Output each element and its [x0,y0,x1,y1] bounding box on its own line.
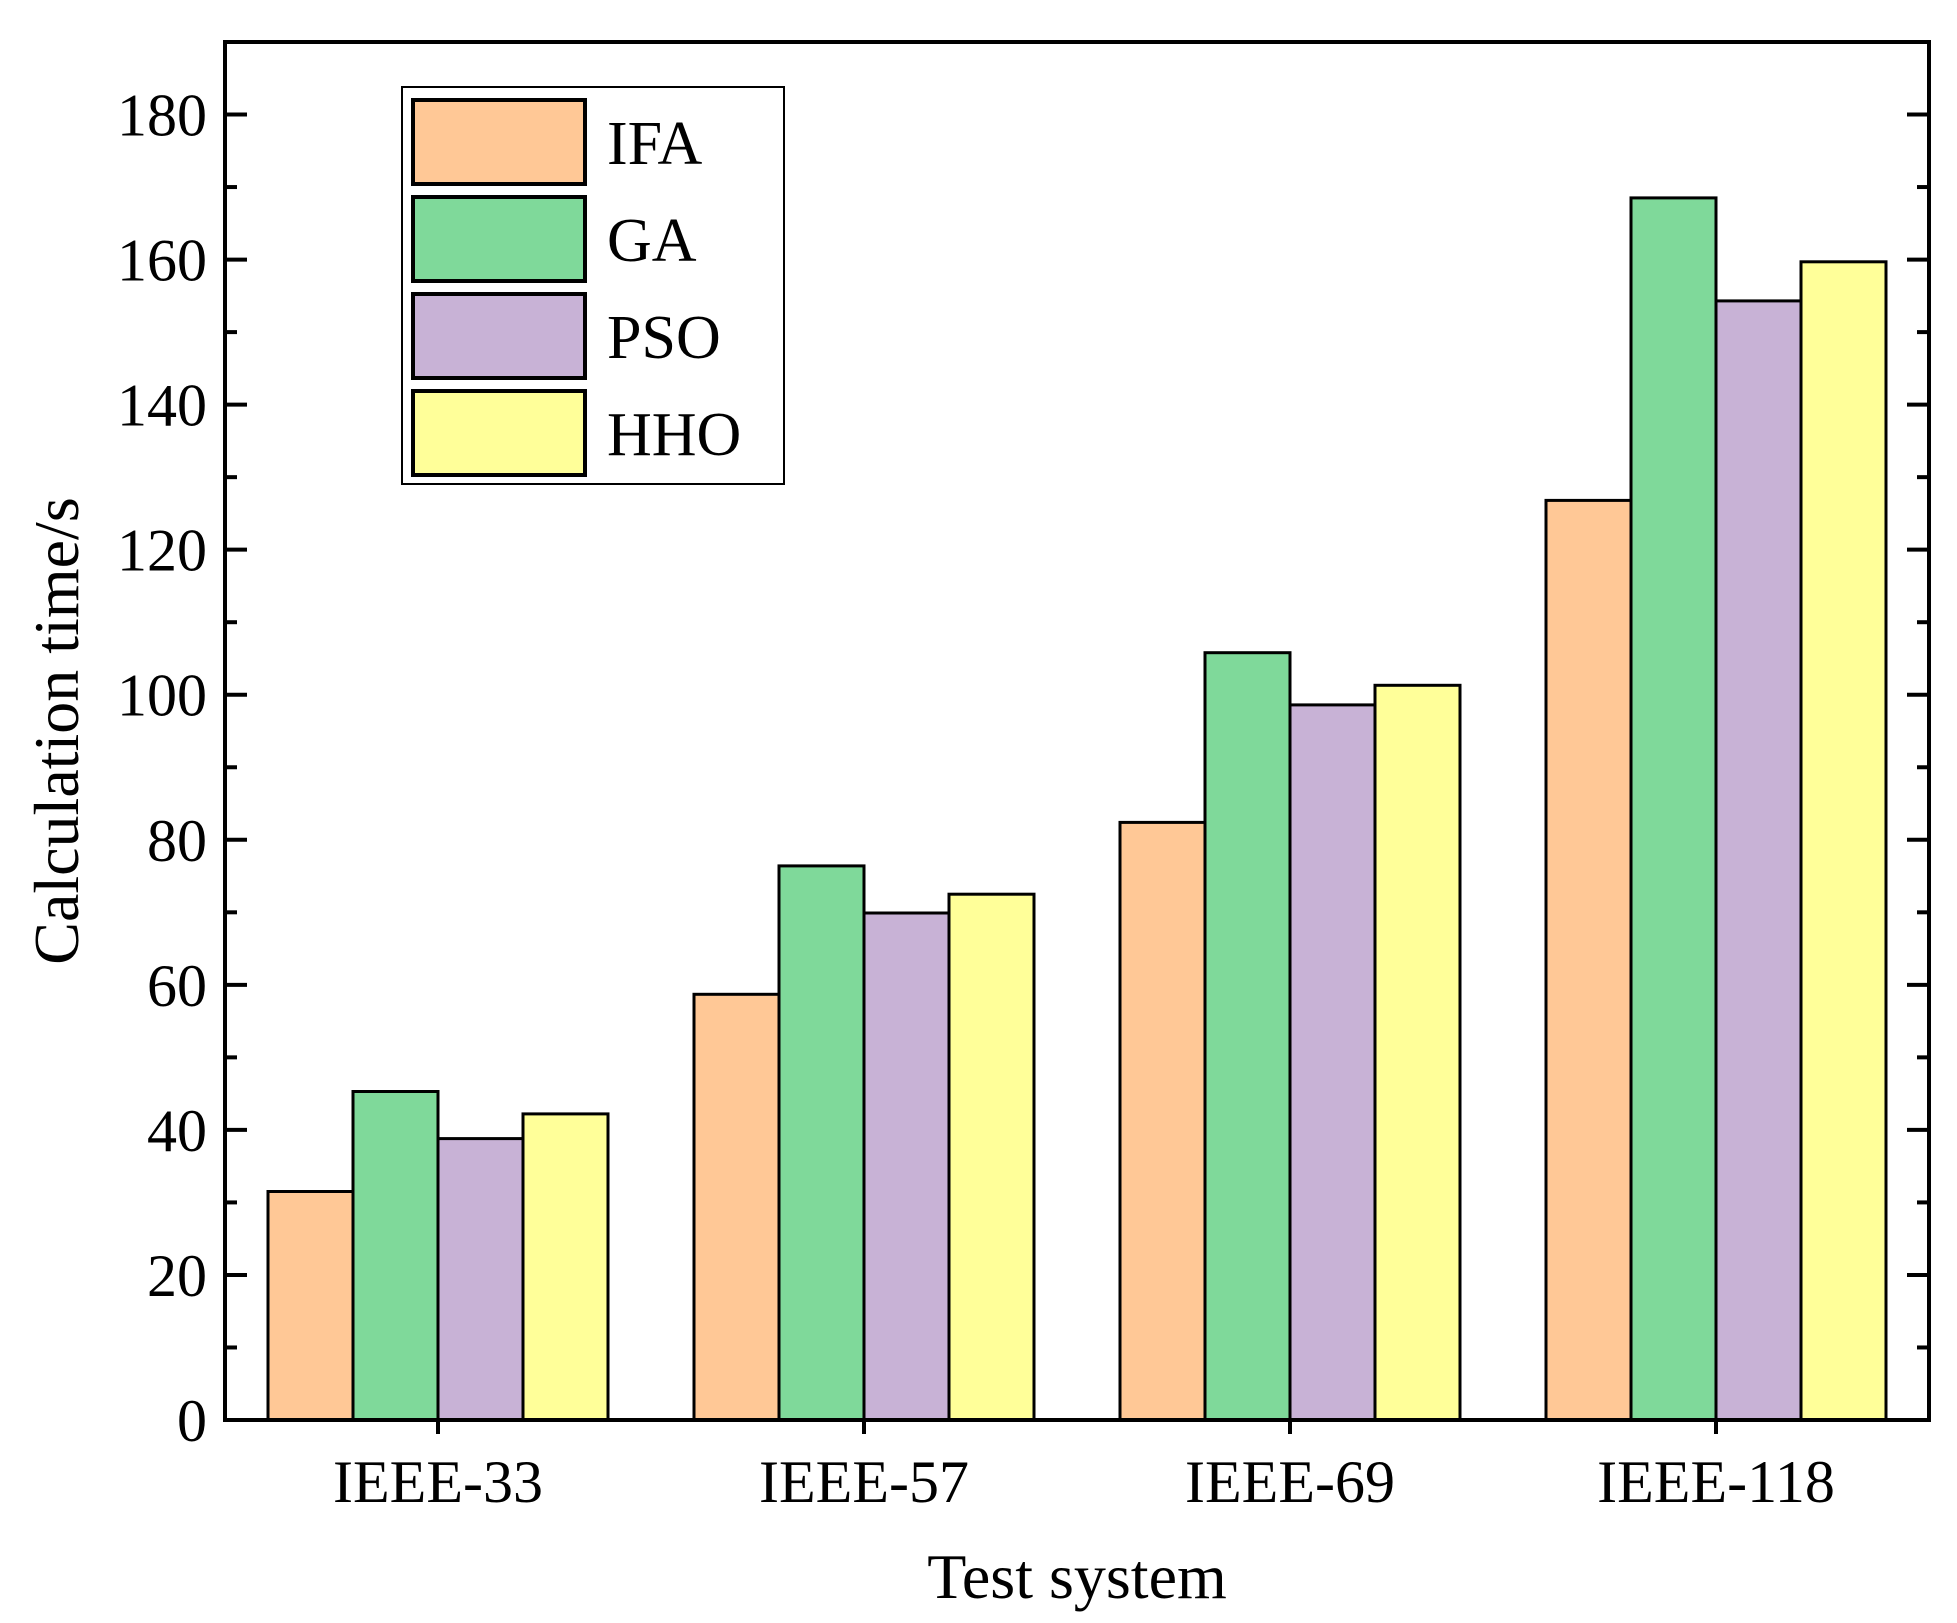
legend-label-ifa: IFA [607,110,703,178]
y-tick-label: 40 [147,1098,207,1164]
ticks-layer [225,40,1929,1434]
bar-ifa-ieee-33 [266,1190,355,1422]
bar-hho-ieee-118 [1799,260,1888,1422]
legend-label-hho: HHO [607,401,741,469]
y-tick-label: 100 [117,663,207,729]
x-tick-labels: IEEE-33 IEEE-57 IEEE-69 IEEE-118 [333,1449,1835,1515]
legend-swatch-hho [411,389,587,477]
bar-hho-ieee-57 [947,892,1036,1422]
legend-swatch-pso [411,292,587,380]
y-tick-label: 140 [117,373,207,439]
y-tick-label: 80 [147,808,207,874]
bar-ga-ieee-33 [351,1090,440,1422]
bar-pso-ieee-118 [1714,299,1803,1422]
x-tick-label: IEEE-57 [759,1449,969,1515]
legend-swatch-ifa [411,98,587,186]
legend-swatch-ga [411,195,587,283]
y-tick-labels: 0 20 40 60 80 100 120 140 160 180 [117,83,207,1454]
x-axis-title: Test system [927,1541,1227,1612]
bar-ga-ieee-57 [777,864,866,1422]
bar-ga-ieee-118 [1629,196,1718,1422]
bar-pso-ieee-33 [436,1137,525,1422]
legend: IFA GA PSO HHO [401,86,785,485]
x-tick-label: IEEE-33 [333,1449,543,1515]
legend-label-ga: GA [607,207,697,275]
bar-ifa-ieee-69 [1118,820,1207,1422]
bar-ifa-ieee-57 [692,992,781,1422]
bar-pso-ieee-69 [1288,703,1377,1422]
y-tick-label: 120 [117,518,207,584]
y-tick-label: 0 [177,1388,207,1454]
bar-pso-ieee-57 [862,911,951,1422]
bar-ifa-ieee-118 [1544,498,1633,1422]
plot-frame [223,40,1931,1422]
bar-ga-ieee-69 [1203,651,1292,1422]
legend-label-pso: PSO [607,304,721,372]
x-tick-label: IEEE-118 [1597,1449,1835,1515]
y-tick-label: 160 [117,228,207,294]
bars-layer [266,196,1888,1422]
y-tick-label: 20 [147,1243,207,1309]
y-tick-label: 180 [117,83,207,149]
y-axis-title: Calculation time/s [21,497,92,964]
x-tick-label: IEEE-69 [1185,1449,1395,1515]
bar-hho-ieee-69 [1373,683,1462,1422]
y-tick-label: 60 [147,953,207,1019]
bar-hho-ieee-33 [521,1112,610,1422]
